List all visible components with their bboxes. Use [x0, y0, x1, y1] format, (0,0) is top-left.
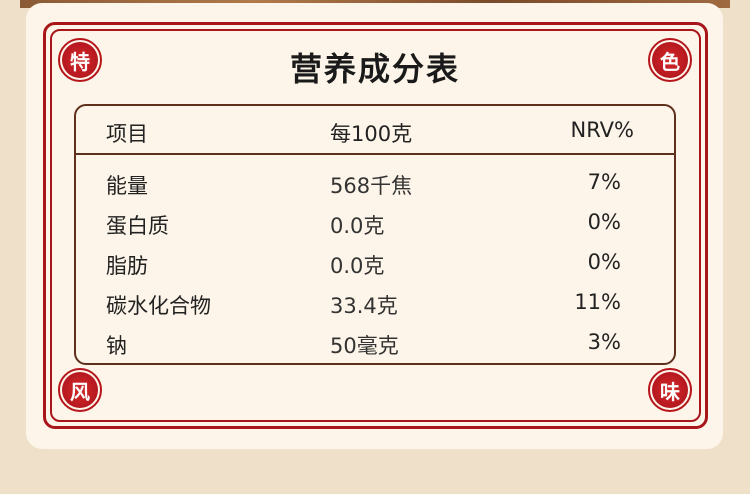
seal-feng: 风: [58, 368, 102, 412]
header-item: 项目: [106, 122, 148, 146]
page-title: 营养成分表: [289, 50, 460, 88]
amount: 0.0克: [330, 214, 385, 238]
table-row: 蛋白质 0.0克 0%: [76, 202, 674, 242]
amount: 50毫克: [330, 334, 399, 358]
table-header: 项目 每100克 NRV%: [76, 106, 674, 155]
amount: 568千焦: [330, 174, 413, 198]
nutrient-name: 蛋白质: [106, 214, 169, 238]
nutrient-name: 钠: [106, 334, 127, 358]
table-row: 能量 568千焦 7%: [76, 162, 674, 202]
nrv-value: 3%: [587, 330, 621, 354]
seal-se: 色: [648, 38, 692, 82]
nrv-value: 7%: [587, 170, 621, 194]
amount: 33.4克: [330, 294, 398, 318]
seal-te: 特: [58, 38, 102, 82]
table-row: 钠 50毫克 3%: [76, 322, 674, 362]
nrv-value: 0%: [587, 210, 621, 234]
inner-frame: [50, 29, 701, 422]
header-nrv: NRV%: [570, 118, 634, 142]
nrv-value: 11%: [574, 290, 621, 314]
amount: 0.0克: [330, 254, 385, 278]
table-row: 脂肪 0.0克 0%: [76, 242, 674, 282]
table-row: 碳水化合物 33.4克 11%: [76, 282, 674, 322]
nutrient-name: 脂肪: [106, 254, 148, 278]
nutrition-card: [26, 3, 723, 449]
outer-frame: [43, 22, 708, 429]
header-per100g: 每100克: [330, 122, 413, 146]
nutrient-name: 碳水化合物: [106, 294, 211, 318]
nrv-value: 0%: [587, 250, 621, 274]
nutrient-name: 能量: [106, 174, 148, 198]
seal-wei: 味: [648, 368, 692, 412]
nutrition-table: 项目 每100克 NRV% 能量 568千焦 7% 蛋白质 0.0克 0% 脂肪 0.0克 0%…: [74, 104, 676, 365]
